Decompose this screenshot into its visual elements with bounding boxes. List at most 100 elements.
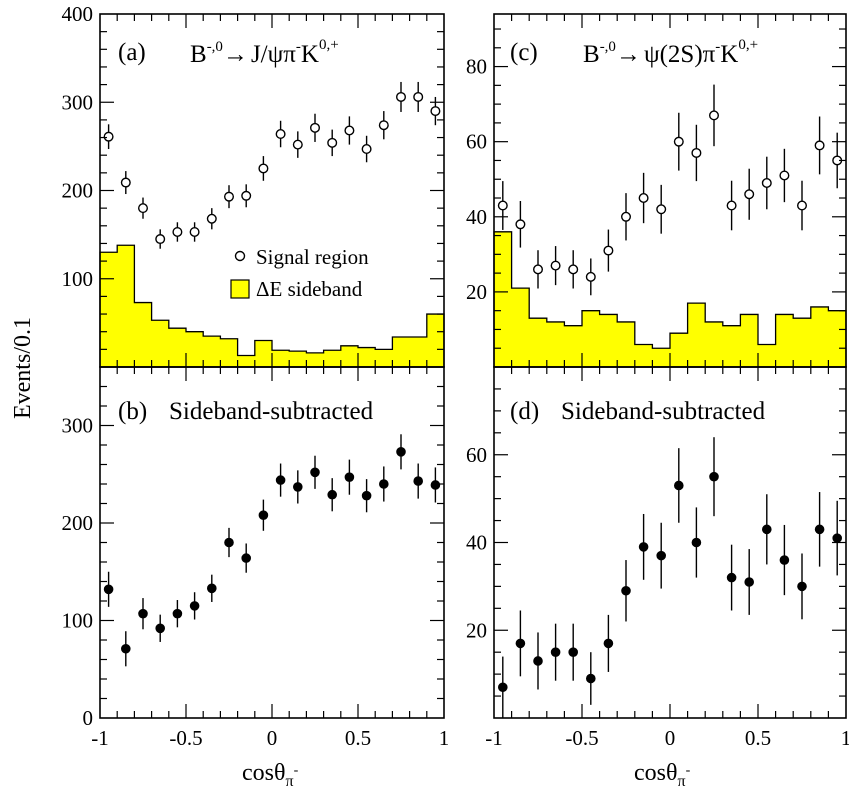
data-point-c [709,110,720,121]
data-point-d [638,542,649,552]
data-point-a [413,91,424,102]
panel-d: 20 40 60 -1 -0.5 0 0.5 1 [466,366,849,750]
data-point-a [361,144,372,155]
data-point-d [498,682,508,693]
legend-sideband-label: ΔE sideband [256,277,363,301]
y-tick-label-a: 100 [62,267,94,291]
data-point-d [603,638,614,649]
sideband-histogram-a [99,244,445,368]
x-tick-label-b: 0.5 [345,726,371,750]
x-axis-title-left-sup: - [294,763,299,778]
data-point-d [797,581,807,592]
data-point-c [656,204,667,215]
data-point-a [430,106,441,117]
data-point-a [275,129,286,140]
y-tick-label-d: 40 [466,531,487,555]
data-point-d [515,638,526,649]
x-axis-title-right: cosθπ- [634,760,691,790]
data-point-d [832,533,843,543]
panel-a-b: B [190,41,207,68]
data-point-c [673,136,684,147]
y-tick-label-d: 60 [466,443,487,467]
legend-signal-marker [234,250,246,262]
data-point-b [327,489,338,500]
data-point-a [120,177,131,188]
data-point-b [241,553,251,563]
data-point-c [568,264,579,275]
data-point-b [121,643,131,654]
data-point-a [241,190,252,201]
data-point-a [378,120,389,131]
data-point-b [103,584,114,595]
panel-a-title: B-,0→ J/ψπ-K0,+ [190,37,339,68]
panel-c-decay: ψ(2S)π [644,41,716,68]
data-point-d [586,673,596,684]
panel-c-arrow: → [616,41,641,68]
y-tick-label-b: 200 [62,511,94,535]
x-axis-title-left-main: cosθ [242,760,286,786]
panel-a-arrow: → [223,41,248,68]
x-tick-label-d: 0.5 [745,726,771,750]
panel-a-k-sup: 0,+ [319,37,339,53]
data-point-d [674,480,684,491]
y-tick-label-b: 300 [62,414,94,438]
panel-c: 20 40 60 80 [466,13,847,368]
data-point-d [568,647,579,657]
y-tick-label-c: 60 [466,130,487,154]
data-point-c [761,177,772,188]
x-axis-title-right-sub: π [678,773,686,790]
data-point-c [797,200,808,211]
data-point-c [726,200,737,211]
data-point-c [691,147,702,158]
x-axis-title-right-main: cosθ [634,760,678,786]
y-tick-label-a: 300 [62,90,94,114]
data-point-a [137,203,148,214]
data-point-b [310,467,320,478]
data-point-b [258,510,269,521]
y-tick-label-c: 20 [466,280,487,304]
data-point-c [585,271,596,282]
data-point-a [258,163,269,174]
data-point-d [550,647,561,657]
legend-sideband-swatch [230,279,250,299]
panel-b-letter: (b) [118,398,147,425]
sideband-histogram-c [493,231,847,368]
x-tick-label-b: 1 [439,726,450,750]
data-point-c [497,200,508,211]
y-tick-label-a: 200 [62,179,94,203]
data-point-b [189,601,200,611]
data-point-a [206,213,217,224]
data-point-c [638,193,649,204]
panel-a-pi-sup: - [296,39,301,55]
data-point-a [155,234,166,245]
y-tick-label-c: 40 [466,205,487,229]
data-point-a [189,226,200,237]
data-point-a [344,125,355,136]
panel-c-k-sup: 0,+ [738,37,758,53]
x-axis-title-left-sub: π [286,773,294,790]
panel-c-title: B-,0→ ψ(2S)π-K0,+ [583,37,758,68]
panel-c-pi-sup: - [715,39,720,55]
data-point-d [621,585,631,596]
x-tick-label-b: -1 [91,726,109,750]
data-point-d [691,537,702,548]
data-point-b [344,472,355,482]
data-point-c [779,170,790,181]
data-point-a [223,191,234,202]
x-axis-title-right-sup: - [686,763,691,778]
x-tick-label-d: -0.5 [565,726,598,750]
data-point-b [396,447,406,457]
panel-a-decay: J/ψπ [251,41,296,68]
panel-c-b: B [583,41,600,68]
x-tick-label-b: 0 [267,726,278,750]
data-point-d [779,555,790,565]
data-point-b [207,583,217,594]
y-tick-label-a: 400 [62,2,94,26]
panel-d-title: Sideband-subtracted [561,398,766,425]
data-point-a [172,226,183,237]
panel-a-b-sup: -,0 [207,39,223,55]
data-point-b [430,480,441,490]
data-point-b [275,475,286,485]
